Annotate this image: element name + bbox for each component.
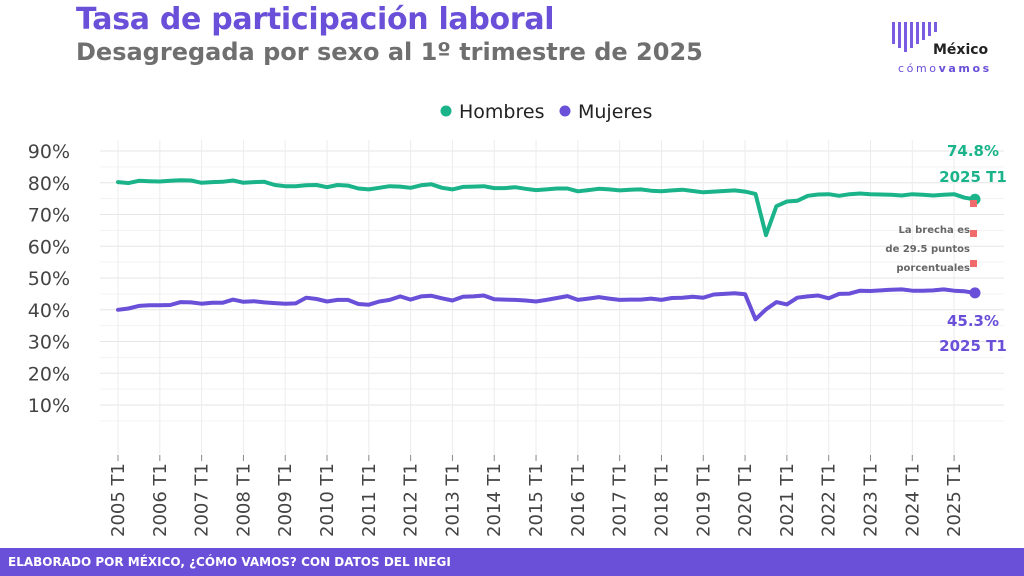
legend: Hombres Mujeres — [440, 101, 652, 123]
labor-participation-chart: 10% 20% 30% 40% 50% 60% 70% 80% 90% 2005 T1 2006 … — [28, 101, 1007, 537]
x-tick-label: 2010 T1 — [317, 463, 338, 537]
label-mujeres-period: 2025 T1 — [939, 337, 1007, 355]
logo-bars-icon — [892, 22, 937, 52]
x-tick-label: 2016 T1 — [568, 463, 589, 537]
y-tick-label: 80% — [28, 173, 70, 195]
x-tick-label: 2014 T1 — [484, 463, 505, 537]
legend-label-mujeres: Mujeres — [578, 101, 652, 123]
chart-subtitle: Desagregada por sexo al 1º trimestre de … — [76, 38, 703, 66]
y-tick-label: 70% — [28, 205, 70, 227]
x-tick-label: 2011 T1 — [359, 463, 380, 537]
x-tick-label: 2005 T1 — [108, 463, 129, 537]
y-tick-label: 20% — [28, 363, 70, 385]
x-tick-label: 2008 T1 — [233, 463, 254, 537]
chart-title: Tasa de participación laboral — [76, 2, 555, 37]
y-tick-label: 30% — [28, 332, 70, 354]
x-tick-label: 2006 T1 — [150, 463, 171, 537]
x-tick-label: 2017 T1 — [610, 463, 631, 537]
brecha-text: de 29.5 puntos — [885, 244, 970, 255]
x-tick-label: 2024 T1 — [902, 463, 923, 537]
x-tick-label: 2025 T1 — [944, 463, 965, 537]
x-axis: 2005 T1 2006 T1 2007 T1 2008 T1 2009 T1 2010 … — [108, 455, 965, 537]
footer-bar: ELABORADO POR MÉXICO, ¿CÓMO VAMOS? CON D… — [0, 548, 1024, 576]
logo-sub-bold: vamos — [938, 62, 992, 75]
legend-marker-hombres — [440, 105, 452, 117]
endpoint-mujeres — [969, 287, 981, 299]
x-tick-label: 2007 T1 — [192, 463, 213, 537]
brecha-text: La brecha es — [899, 225, 971, 236]
label-mujeres-value: 45.3% — [947, 312, 999, 330]
logo-word: México — [933, 42, 989, 58]
annotations: 74.8% 2025 T1 45.3% 2025 T1 La brecha es de 2… — [885, 142, 1006, 355]
x-tick-label: 2022 T1 — [819, 463, 840, 537]
label-hombres-value: 74.8% — [947, 142, 999, 160]
grid — [100, 140, 1004, 455]
x-tick-label: 2019 T1 — [693, 463, 714, 537]
x-tick-label: 2020 T1 — [735, 463, 756, 537]
legend-label-hombres: Hombres — [459, 101, 544, 123]
logo-subtitle: cómovamos — [898, 62, 992, 75]
x-tick-label: 2012 T1 — [401, 463, 422, 537]
y-tick-label: 40% — [28, 300, 70, 322]
y-tick-label: 10% — [28, 395, 70, 417]
footer-source: ELABORADO POR MÉXICO, ¿CÓMO VAMOS? CON D… — [8, 555, 451, 569]
series-lines — [116, 178, 981, 322]
x-tick-label: 2013 T1 — [442, 463, 463, 537]
x-tick-label: 2021 T1 — [777, 463, 798, 537]
brecha-marker — [970, 200, 977, 207]
x-tick-label: 2018 T1 — [651, 463, 672, 537]
y-axis: 10% 20% 30% 40% 50% 60% 70% 80% 90% — [28, 141, 70, 417]
x-tick-label: 2009 T1 — [275, 463, 296, 537]
brecha-text: porcentuales — [896, 263, 970, 274]
y-tick-label: 50% — [28, 268, 70, 290]
x-tick-label: 2015 T1 — [526, 463, 547, 537]
y-tick-label: 90% — [28, 141, 70, 163]
y-tick-label: 60% — [28, 236, 70, 258]
brecha-marker — [970, 260, 977, 267]
legend-marker-mujeres — [559, 105, 571, 117]
series-line-hombres — [116, 178, 977, 238]
brecha-marker — [970, 230, 977, 237]
mexico-como-vamos-logo: México cómovamos — [892, 22, 1004, 82]
series-line-mujeres — [116, 287, 977, 322]
x-tick-label: 2023 T1 — [860, 463, 881, 537]
logo-sub-light: cómo — [898, 62, 939, 75]
label-hombres-period: 2025 T1 — [939, 168, 1007, 186]
